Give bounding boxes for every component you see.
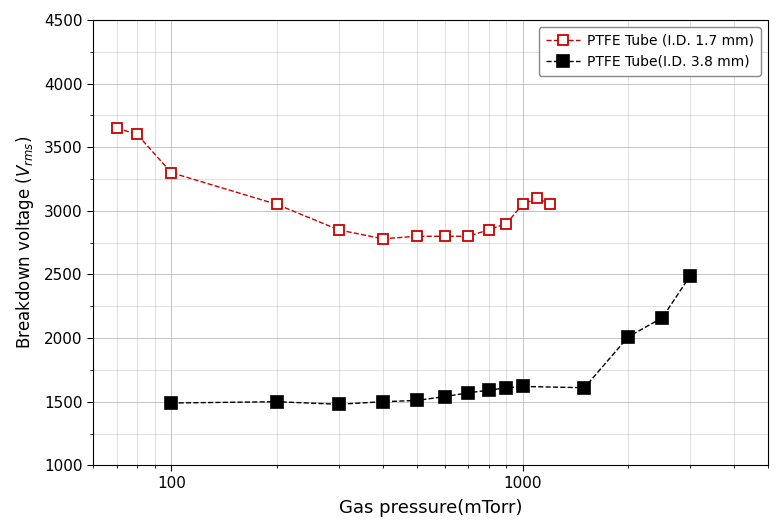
PTFE Tube (I.D. 1.7 mm)	[132, 131, 142, 138]
PTFE Tube (I.D. 1.7 mm)	[502, 220, 511, 227]
PTFE Tube(I.D. 3.8 mm)	[658, 314, 667, 321]
Line: PTFE Tube(I.D. 3.8 mm): PTFE Tube(I.D. 3.8 mm)	[165, 269, 697, 410]
PTFE Tube(I.D. 3.8 mm)	[686, 272, 695, 279]
PTFE Tube(I.D. 3.8 mm)	[623, 333, 633, 340]
PTFE Tube(I.D. 3.8 mm)	[518, 383, 527, 390]
PTFE Tube (I.D. 1.7 mm)	[378, 236, 387, 242]
PTFE Tube (I.D. 1.7 mm)	[518, 201, 527, 208]
PTFE Tube (I.D. 1.7 mm)	[334, 227, 343, 233]
PTFE Tube(I.D. 3.8 mm)	[334, 401, 343, 407]
PTFE Tube (I.D. 1.7 mm)	[272, 201, 282, 208]
Line: PTFE Tube (I.D. 1.7 mm): PTFE Tube (I.D. 1.7 mm)	[112, 123, 555, 244]
PTFE Tube(I.D. 3.8 mm)	[412, 397, 421, 404]
PTFE Tube(I.D. 3.8 mm)	[464, 390, 473, 396]
PTFE Tube(I.D. 3.8 mm)	[378, 399, 387, 405]
PTFE Tube (I.D. 1.7 mm)	[112, 125, 121, 131]
PTFE Tube (I.D. 1.7 mm)	[167, 169, 176, 176]
Legend: PTFE Tube (I.D. 1.7 mm), PTFE Tube(I.D. 3.8 mm): PTFE Tube (I.D. 1.7 mm), PTFE Tube(I.D. …	[539, 27, 761, 75]
PTFE Tube(I.D. 3.8 mm)	[167, 400, 176, 406]
PTFE Tube (I.D. 1.7 mm)	[484, 227, 493, 233]
PTFE Tube (I.D. 1.7 mm)	[440, 233, 450, 239]
PTFE Tube(I.D. 3.8 mm)	[440, 393, 450, 400]
PTFE Tube(I.D. 3.8 mm)	[484, 387, 493, 393]
PTFE Tube(I.D. 3.8 mm)	[272, 399, 282, 405]
PTFE Tube(I.D. 3.8 mm)	[502, 384, 511, 391]
X-axis label: Gas pressure(mTorr): Gas pressure(mTorr)	[339, 499, 522, 517]
PTFE Tube(I.D. 3.8 mm)	[579, 384, 589, 391]
PTFE Tube (I.D. 1.7 mm)	[533, 195, 542, 201]
PTFE Tube (I.D. 1.7 mm)	[546, 201, 555, 208]
PTFE Tube (I.D. 1.7 mm)	[412, 233, 421, 239]
PTFE Tube (I.D. 1.7 mm)	[464, 233, 473, 239]
Y-axis label: Breakdown voltage ($V_{rms}$): Breakdown voltage ($V_{rms}$)	[14, 136, 36, 349]
